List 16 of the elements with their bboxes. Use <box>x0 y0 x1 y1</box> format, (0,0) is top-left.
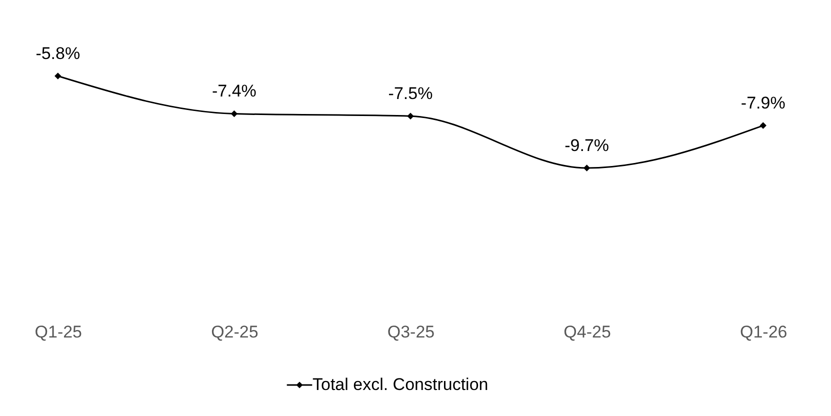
data-label: -9.7% <box>564 136 610 155</box>
data-label: -7.9% <box>740 94 786 113</box>
point <box>230 110 238 118</box>
x-tick-label: Q4-25 <box>564 322 611 342</box>
x-tick-label: Q1-26 <box>740 322 788 342</box>
point <box>583 164 590 172</box>
data-label: -7.4% <box>212 82 256 101</box>
point <box>54 72 62 80</box>
point <box>407 112 414 120</box>
x-tick-label: Q3-25 <box>387 322 435 342</box>
legend-label: Total excl. Construction <box>312 375 488 394</box>
point <box>760 122 766 129</box>
x-tick-label: Q1-25 <box>34 322 82 342</box>
data-label: -5.8% <box>36 44 80 63</box>
x-tick-label: Q2-25 <box>211 322 258 342</box>
data-label: -7.5% <box>388 84 433 104</box>
